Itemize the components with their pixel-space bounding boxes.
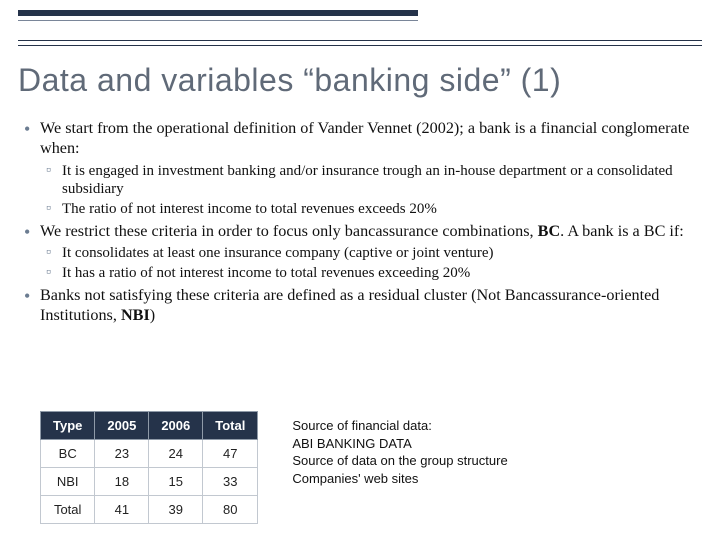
source-line-4: Companies' web sites <box>292 470 507 488</box>
header-double-rule <box>18 40 702 46</box>
table-row: NBI 18 15 33 <box>41 468 258 496</box>
cell: Total <box>41 496 95 524</box>
th-type: Type <box>41 412 95 440</box>
bullet-3: Banks not satisfying these criteria are … <box>18 285 706 326</box>
bullet-3-bold: NBI <box>121 306 150 324</box>
source-line-2: ABI BANKING DATA <box>292 435 507 453</box>
bullet-1: We start from the operational definition… <box>18 118 706 219</box>
bullet-2: We restrict these criteria in order to f… <box>18 221 706 283</box>
cell: 23 <box>95 440 149 468</box>
th-2006: 2006 <box>149 412 203 440</box>
bottom-row: Type 2005 2006 Total BC 23 24 47 NBI 18 … <box>40 411 508 524</box>
bullet-1a: It is engaged in investment banking and/… <box>40 162 706 200</box>
cell: 47 <box>203 440 258 468</box>
cell: 24 <box>149 440 203 468</box>
source-line-1: Source of financial data: <box>292 417 507 435</box>
source-block: Source of financial data: ABI BANKING DA… <box>292 417 507 487</box>
bullet-1b: The ratio of not interest income to tota… <box>40 200 706 219</box>
cell: 18 <box>95 468 149 496</box>
cell: 33 <box>203 468 258 496</box>
th-total: Total <box>203 412 258 440</box>
header-rule <box>0 0 720 64</box>
bullet-2b: It has a ratio of not interest income to… <box>40 264 706 283</box>
source-line-3: Source of data on the group structure <box>292 452 507 470</box>
cell: 39 <box>149 496 203 524</box>
th-2005: 2005 <box>95 412 149 440</box>
slide-body: We start from the operational definition… <box>18 118 706 327</box>
cell: NBI <box>41 468 95 496</box>
table-header-row: Type 2005 2006 Total <box>41 412 258 440</box>
bullet-3-post: ) <box>150 306 155 324</box>
table-row: Total 41 39 80 <box>41 496 258 524</box>
table-row: BC 23 24 47 <box>41 440 258 468</box>
slide-title: Data and variables “banking side” (1) <box>18 62 702 99</box>
cell: 41 <box>95 496 149 524</box>
bullet-2-post: . A bank is a BC if: <box>560 222 684 240</box>
cell: BC <box>41 440 95 468</box>
cell: 15 <box>149 468 203 496</box>
data-table: Type 2005 2006 Total BC 23 24 47 NBI 18 … <box>40 411 258 524</box>
bullet-2-pre: We restrict these criteria in order to f… <box>40 222 538 240</box>
bullet-2a: It consolidates at least one insurance c… <box>40 244 706 263</box>
cell: 80 <box>203 496 258 524</box>
bullet-1-text: We start from the operational definition… <box>40 119 689 157</box>
bullet-2-bold: BC <box>538 222 561 240</box>
